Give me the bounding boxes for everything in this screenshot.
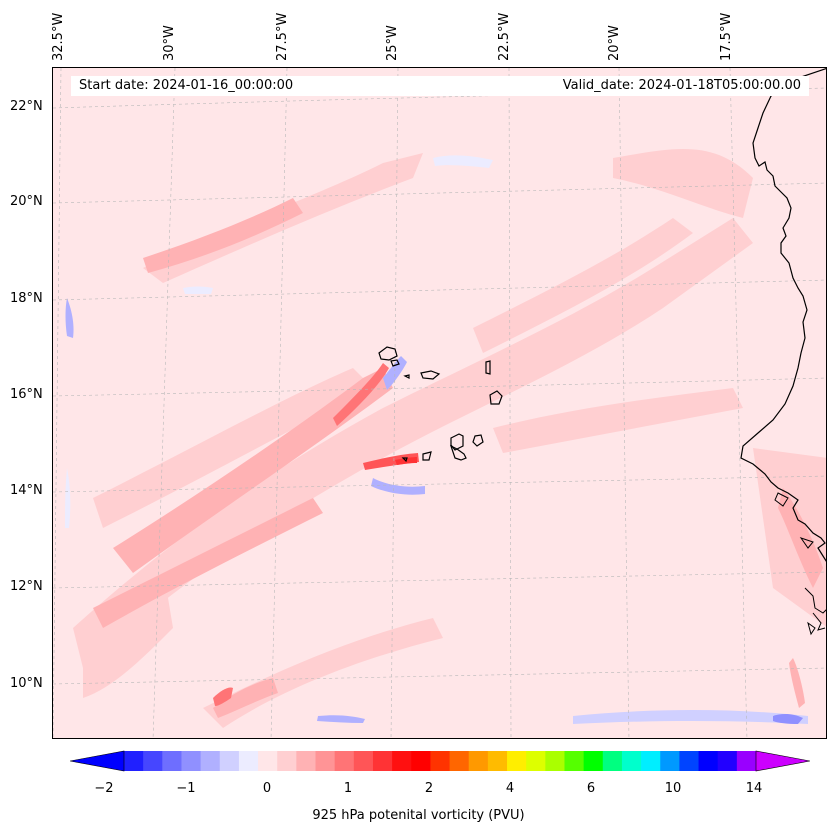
colorbar-cell <box>717 751 738 771</box>
colorbar-cell <box>277 751 297 771</box>
lat-label: 20°N <box>10 194 43 209</box>
lat-label: 12°N <box>10 579 43 594</box>
coastline-detail <box>774 492 826 636</box>
lon-label: 20°W <box>607 25 622 61</box>
date-info-bar: Start date: 2024-01-16_00:00:00 Valid_da… <box>71 76 809 96</box>
colorbar-max-extension <box>755 750 810 772</box>
colorbar <box>70 750 810 772</box>
colorbar-tick: 10 <box>664 781 682 796</box>
lon-label: 22.5°W <box>497 12 512 61</box>
colorbar-cell <box>698 751 719 771</box>
pv-contours-light <box>73 149 826 728</box>
colorbar-cell <box>296 751 317 771</box>
colorbar-cell <box>583 751 604 771</box>
lon-label: 32.5°W <box>51 12 66 61</box>
lat-label: 16°N <box>10 387 43 402</box>
colorbar-cell <box>162 751 182 771</box>
colorbar-tick: 2 <box>424 781 434 796</box>
colorbar-label: 925 hPa potenital vorticity (PVU) <box>312 808 525 823</box>
colorbar-tick: 0 <box>262 781 272 796</box>
colorbar-cell <box>238 751 259 771</box>
colorbar-cell <box>353 751 374 771</box>
lat-label: 22°N <box>10 99 43 114</box>
colorbar-cell <box>602 751 623 771</box>
colorbar-cell <box>526 751 546 771</box>
colorbar-cell <box>487 751 508 771</box>
colorbar-cell <box>181 751 202 771</box>
colorbar-cell <box>660 751 680 771</box>
lon-label: 30°W <box>162 25 177 61</box>
colorbar-cell <box>143 751 163 771</box>
colorbar-cell <box>641 751 661 771</box>
colorbar-cell <box>200 751 221 771</box>
colorbar-tick: 6 <box>586 781 596 796</box>
colorbar-cell <box>564 751 585 771</box>
colorbar-cell <box>679 751 700 771</box>
pv-contours-strong <box>213 363 419 706</box>
colorbar-cell <box>449 751 470 771</box>
map-panel: Start date: 2024-01-16_00:00:00 Valid_da… <box>52 67 827 739</box>
colorbar-cell <box>124 751 144 771</box>
pv-field-map <box>53 68 826 738</box>
colorbar-min-extension <box>70 750 125 772</box>
colorbar-cell <box>392 751 412 771</box>
lat-label: 10°N <box>10 676 43 691</box>
cape-verde-islands <box>378 346 503 463</box>
pv-contours-negative <box>65 155 808 724</box>
colorbar-cell <box>507 751 527 771</box>
lat-label: 18°N <box>10 291 43 306</box>
lon-label: 25°W <box>385 25 400 61</box>
colorbar-cell <box>411 751 431 771</box>
valid-date-label: Valid_date: 2024-01-18T05:00:00.00 <box>562 78 801 93</box>
graticule <box>53 68 826 738</box>
colorbar-cell <box>545 751 565 771</box>
lon-label: 17.5°W <box>719 12 734 61</box>
colorbar-tick: −2 <box>94 781 114 796</box>
colorbar-tick: 1 <box>343 781 353 796</box>
colorbar-cell <box>219 751 240 771</box>
colorbar-cell <box>736 751 757 771</box>
colorbar-cell <box>372 751 393 771</box>
lon-label: 27.5°W <box>275 12 290 61</box>
lat-label: 14°N <box>10 483 43 498</box>
colorbar-tick: 14 <box>745 781 763 796</box>
colorbar-cell <box>334 751 355 771</box>
pv-contours-medium <box>93 198 823 718</box>
start-date-label: Start date: 2024-01-16_00:00:00 <box>79 78 294 93</box>
colorbar-cell <box>315 751 336 771</box>
africa-coastline <box>740 68 826 562</box>
colorbar-cell <box>621 751 642 771</box>
colorbar-tick: −1 <box>176 781 196 796</box>
colorbar-cell <box>430 751 451 771</box>
colorbar-cell <box>258 751 278 771</box>
colorbar-tick: 4 <box>505 781 515 796</box>
colorbar-cell <box>468 751 489 771</box>
